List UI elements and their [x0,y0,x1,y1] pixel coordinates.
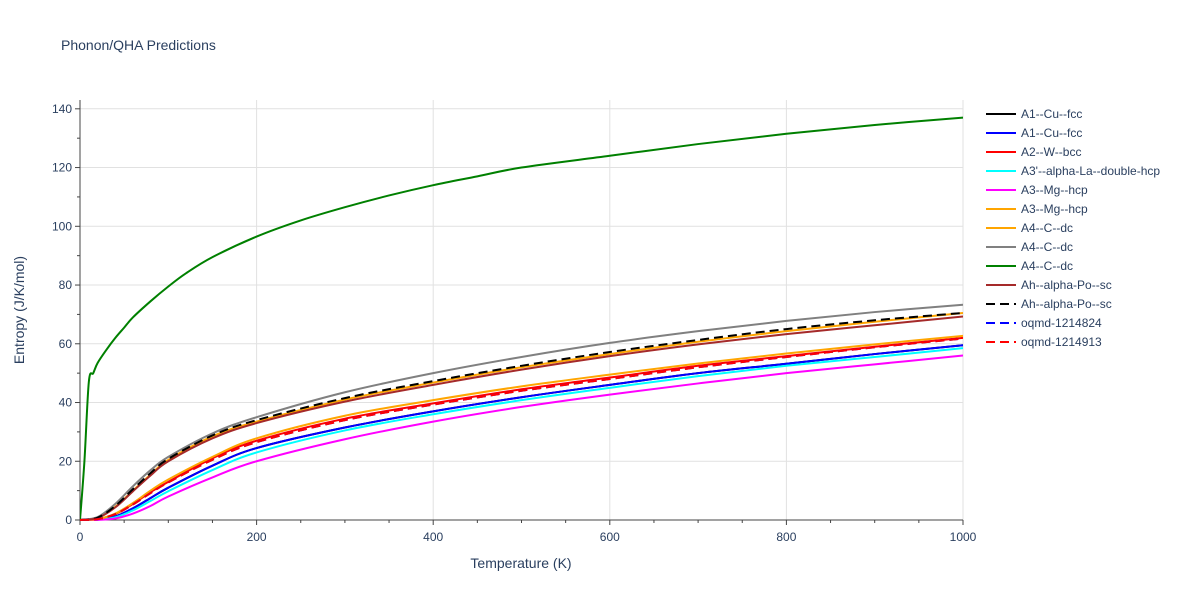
x-tick-label: 400 [423,530,443,544]
series-line-6 [80,334,963,521]
legend-item[interactable]: Ah--alpha-Po--sc [986,297,1112,311]
legend-label: Ah--alpha-Po--sc [1021,278,1112,292]
legend[interactable]: A1--Cu--fcc A1--Cu--fcc A2--W--bcc A3'--alp… [986,107,1160,349]
x-tick-label: 0 [77,530,84,544]
legend-item[interactable]: A4--C--dc [986,240,1073,254]
legend-label: A4--C--dc [1021,240,1073,254]
series-line-4 [80,347,963,522]
legend-item[interactable]: oqmd-1214824 [986,316,1102,330]
series-line-13 [80,337,963,521]
legend-label: Ah--alpha-Po--sc [1021,297,1112,311]
series-line-8 [80,303,963,521]
y-axis-title: Entropy (J/K/mol) [11,256,27,364]
legend-item[interactable]: A4--C--dc [986,259,1073,273]
x-tick-label: 200 [247,530,267,544]
y-tick-label: 20 [59,454,73,468]
legend-label: A1--Cu--fcc [1021,107,1082,121]
series-line-10 [80,315,963,521]
grid [80,100,964,520]
y-tick-label: 0 [65,513,72,527]
legend-item[interactable]: A1--Cu--fcc [986,107,1082,121]
legend-label: A4--C--dc [1021,259,1073,273]
y-tick-label: 80 [59,278,73,292]
y-tick-label: 100 [52,219,72,233]
legend-item[interactable]: A4--C--dc [986,221,1073,235]
series-line-9 [80,116,963,521]
series-line-2 [80,344,963,522]
x-tick-label: 600 [600,530,620,544]
axes: 0 200 400 600 800 1000 0 20 40 60 80 100 120 140 [52,100,977,544]
legend-label: A3--Mg--hcp [1021,183,1088,197]
plot-area [80,116,963,522]
legend-item[interactable]: A2--W--bcc [986,145,1081,159]
x-tick-label: 1000 [950,530,977,544]
legend-label: A2--W--bcc [1021,145,1081,159]
legend-item[interactable]: oqmd-1214913 [986,335,1102,349]
x-tick-label: 800 [776,530,796,544]
legend-item[interactable]: A1--Cu--fcc [986,126,1082,140]
legend-label: A3--Mg--hcp [1021,202,1088,216]
series-line-5 [80,354,963,522]
y-tick-label: 60 [59,337,73,351]
legend-label: A3'--alpha-La--double-hcp [1021,164,1160,178]
legend-label: oqmd-1214824 [1021,316,1102,330]
legend-item[interactable]: A3--Mg--hcp [986,202,1088,216]
legend-label: A1--Cu--fcc [1021,126,1082,140]
legend-item[interactable]: A3--Mg--hcp [986,183,1088,197]
series-line-11 [80,311,963,521]
legend-item[interactable]: A3'--alpha-La--double-hcp [986,164,1160,178]
y-tick-label: 140 [52,102,72,116]
y-tick-label: 40 [59,396,73,410]
y-tick-label: 120 [52,161,72,175]
legend-label: A4--C--dc [1021,221,1073,235]
chart-title: Phonon/QHA Predictions [61,37,216,53]
legend-label: oqmd-1214913 [1021,335,1102,349]
legend-item[interactable]: Ah--alpha-Po--sc [986,278,1112,292]
x-axis-title: Temperature (K) [470,555,571,571]
